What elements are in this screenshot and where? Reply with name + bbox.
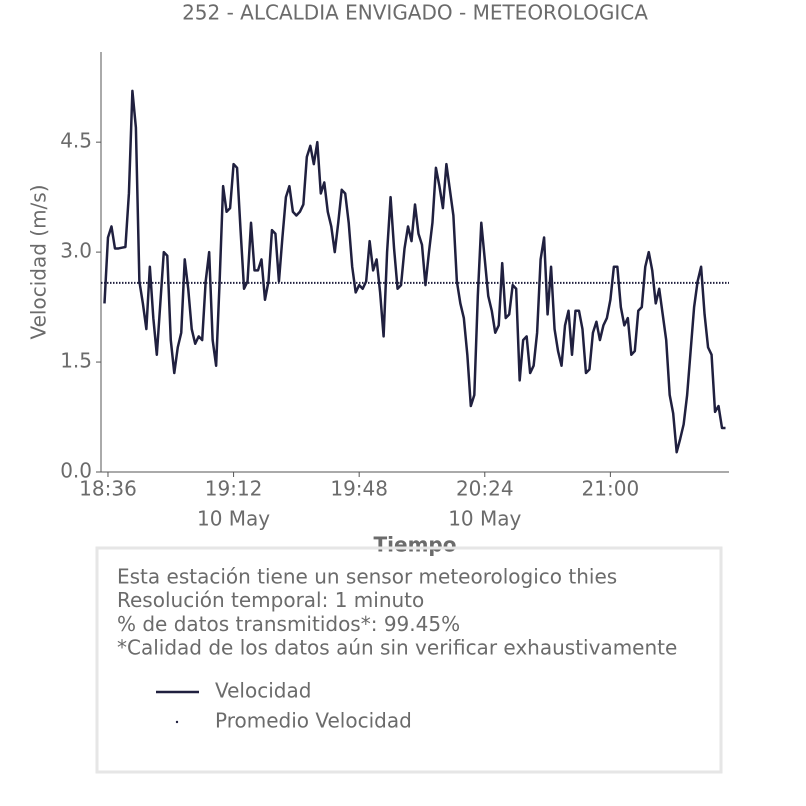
info-text: % de datos transmitidos*: 99.45% bbox=[117, 612, 460, 636]
chart-title: 252 - ALCALDIA ENVIGADO - METEOROLOGICA bbox=[182, 1, 648, 25]
x-tick-label: 19:48 bbox=[330, 477, 388, 501]
y-tick-label: 3.0 bbox=[60, 239, 92, 263]
info-box bbox=[95, 546, 723, 774]
legend-marker bbox=[175, 720, 179, 724]
x-tick-sublabel: 10 May bbox=[448, 507, 521, 531]
x-axis-label: Tiempo bbox=[374, 533, 457, 557]
x-tick-label: 19:12 bbox=[205, 477, 263, 501]
legend-label: Promedio Velocidad bbox=[215, 709, 412, 733]
y-axis-label: Velocidad (m/s) bbox=[27, 184, 51, 339]
x-tick-label: 18:36 bbox=[79, 477, 137, 501]
x-tick-label: 20:24 bbox=[456, 477, 514, 501]
x-tick-sublabel: 10 May bbox=[197, 507, 270, 531]
legend-label: Velocidad bbox=[215, 679, 311, 703]
y-tick-label: 0.0 bbox=[60, 459, 92, 483]
y-tick-label: 4.5 bbox=[60, 129, 92, 153]
info-text: Esta estación tiene un sensor meteorolog… bbox=[117, 565, 617, 589]
y-tick-label: 1.5 bbox=[60, 349, 92, 373]
info-text: *Calidad de los datos aún sin verificar … bbox=[117, 636, 677, 660]
info-text: Resolución temporal: 1 minuto bbox=[117, 588, 424, 612]
x-tick-label: 21:00 bbox=[582, 477, 640, 501]
series-line bbox=[103, 89, 726, 454]
